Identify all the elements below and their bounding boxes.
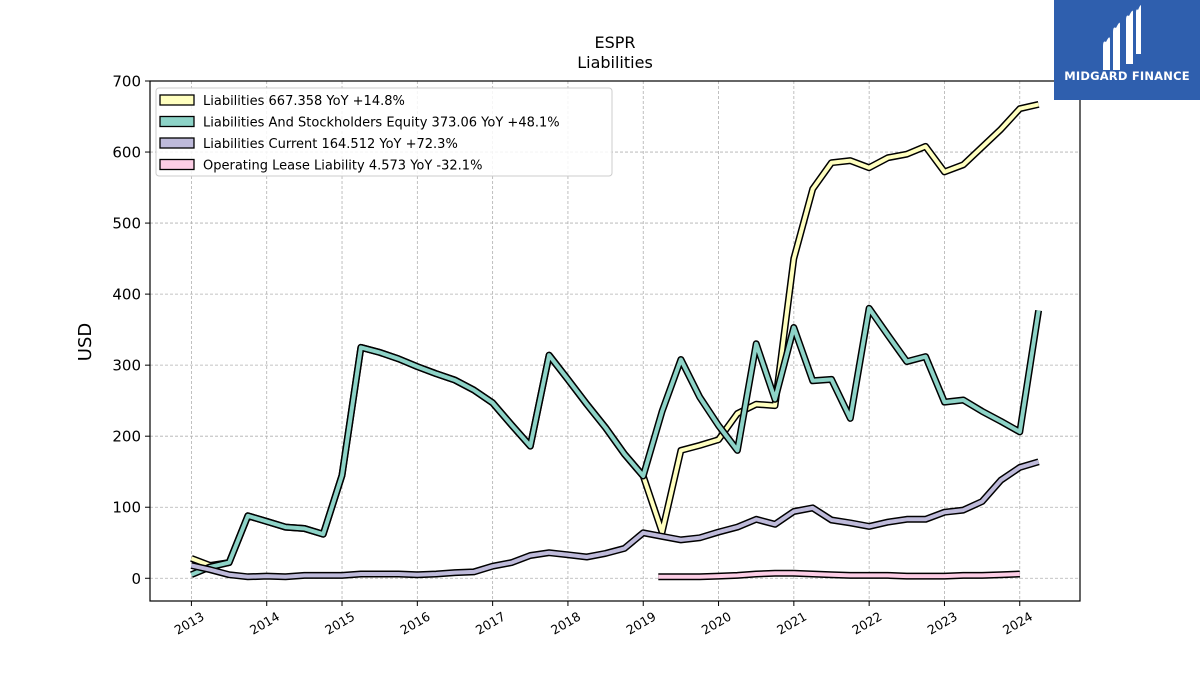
- series-line-liabilities-and-stockholders-equity: [190, 306, 1041, 577]
- series-line-operating-lease-liability: [658, 571, 1020, 579]
- plot-frame: [149, 80, 1081, 602]
- series-line-liabilities-current: [190, 459, 1040, 579]
- legend-label: Liabilities And Stockholders Equity 373.…: [203, 116, 560, 131]
- chart-subtitle: Liabilities: [577, 53, 653, 72]
- midgard-finance-logo: MIDGARD FINANCE: [1054, 0, 1200, 100]
- legend-swatch: [159, 115, 195, 128]
- y-tick-label: 700: [112, 73, 141, 91]
- y-tick-label: 300: [112, 357, 141, 375]
- legend-label: Liabilities Current 164.512 YoY +72.3%: [203, 137, 458, 152]
- legend-box: [155, 87, 613, 177]
- legend-swatch: [159, 137, 195, 149]
- y-axis-ticks: 0 100 200 300 400 500 600 700: [112, 73, 150, 588]
- legend-label: Liabilities 667.358 YoY +14.8%: [203, 94, 405, 109]
- y-tick-label: 400: [112, 286, 141, 304]
- y-tick-label: 500: [112, 215, 141, 233]
- legend-swatch: [159, 94, 195, 106]
- chart-title: ESPR: [594, 33, 635, 52]
- y-tick-label: 0: [131, 570, 141, 588]
- legend-label: Operating Lease Liability 4.573 YoY -32.…: [203, 159, 482, 174]
- logo-text: MIDGARD FINANCE: [1064, 69, 1190, 83]
- y-tick-label: 200: [112, 428, 141, 446]
- y-axis-label: USD: [75, 323, 96, 361]
- series-lines: [190, 100, 1043, 581]
- y-tick-label: 100: [112, 499, 141, 517]
- y-tick-label: 600: [112, 144, 141, 162]
- legend-swatch: [159, 158, 195, 171]
- legend: Liabilities 667.358 YoY +14.8% Liabilitie…: [155, 87, 613, 177]
- logo-mark-icon: [1103, 5, 1141, 71]
